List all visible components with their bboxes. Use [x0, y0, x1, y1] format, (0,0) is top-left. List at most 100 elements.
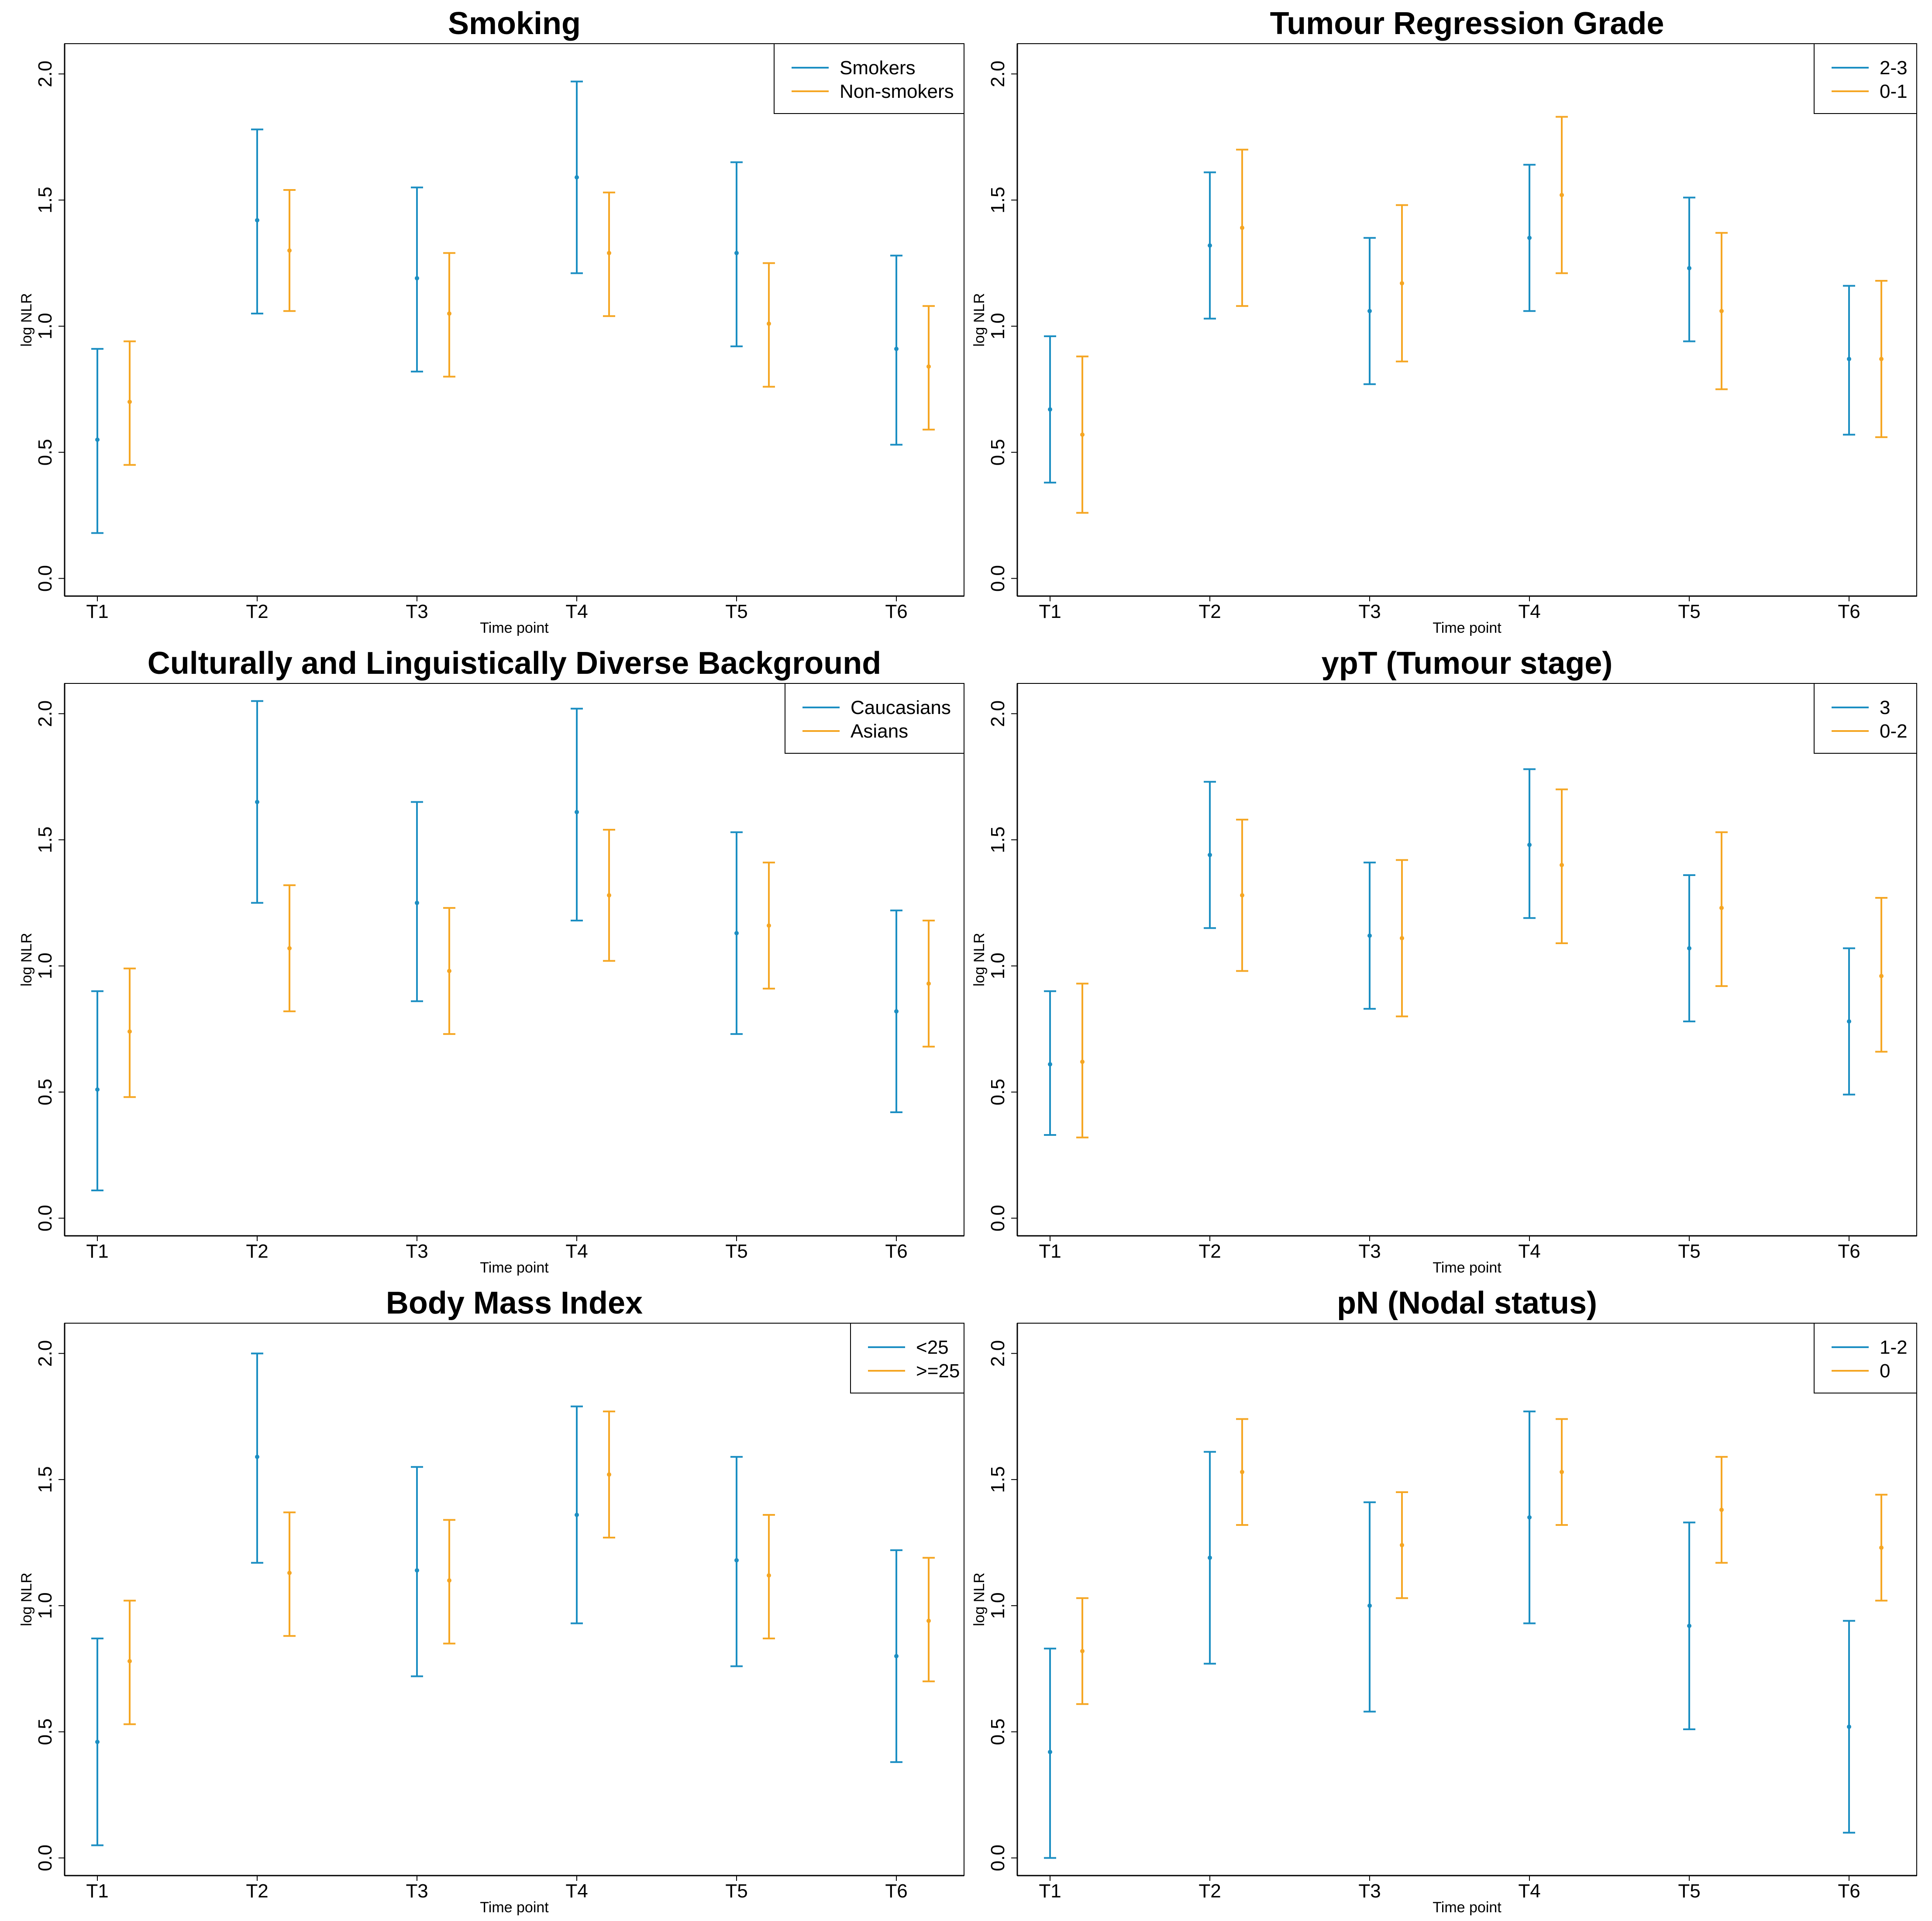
chart-panel-4: ypT (Tumour stage) 0.0 0.5 1.0 1.5 2.0 log NLR…: [971, 646, 1917, 1276]
mean-point: [95, 1087, 100, 1092]
mean-point: [447, 311, 451, 316]
y-tick-label: 1.0: [987, 952, 1009, 979]
x-tick-label: T1: [86, 1241, 108, 1262]
legend-box: [850, 1323, 964, 1393]
x-tick-label: T4: [1518, 601, 1540, 622]
x-tick-label: T2: [1198, 1241, 1221, 1262]
mean-point: [607, 1472, 611, 1477]
y-tick-label: 1.5: [34, 827, 56, 853]
legend-box: [785, 683, 964, 754]
x-tick-label: T5: [1678, 601, 1700, 622]
x-tick-label: T5: [725, 601, 747, 622]
mean-point: [447, 1578, 451, 1583]
mean-point: [1527, 1515, 1532, 1520]
y-tick-label: 0.5: [987, 1718, 1009, 1745]
y-axis-label: log NLR: [18, 293, 35, 347]
mean-point: [1208, 243, 1212, 248]
mean-point: [1719, 309, 1724, 314]
y-tick-label: 2.0: [34, 1340, 56, 1367]
y-axis-label: log NLR: [971, 293, 988, 347]
mean-point: [894, 1009, 899, 1014]
x-axis-label: Time point: [1433, 1899, 1502, 1916]
mean-point: [287, 946, 292, 951]
mean-point: [127, 400, 132, 404]
mean-point: [415, 900, 419, 905]
mean-point: [1879, 1545, 1884, 1550]
y-tick-label: 1.5: [34, 187, 56, 214]
x-tick-label: T4: [565, 1880, 588, 1902]
mean-point: [1208, 1555, 1212, 1560]
mean-point: [1367, 309, 1372, 314]
mean-point: [575, 1512, 579, 1517]
x-tick-label: T6: [885, 601, 907, 622]
mean-point: [607, 251, 611, 255]
x-tick-label: T6: [885, 1241, 907, 1262]
mean-point: [894, 346, 899, 351]
y-tick-label: 2.0: [987, 1340, 1009, 1367]
mean-point: [1560, 862, 1564, 867]
x-axis-label: Time point: [1433, 620, 1502, 636]
x-tick-label: T6: [885, 1880, 907, 1902]
mean-point: [1367, 933, 1372, 938]
x-tick-label: T3: [406, 601, 428, 622]
x-axis-label: Time point: [480, 1259, 549, 1276]
plot-frame: [1017, 1323, 1917, 1876]
mean-point: [1719, 1507, 1724, 1512]
mean-point: [1240, 1469, 1244, 1474]
x-tick-label: T4: [1518, 1880, 1540, 1902]
mean-point: [1400, 1543, 1404, 1548]
mean-point: [767, 923, 771, 928]
y-tick-label: 2.0: [34, 700, 56, 727]
y-axis-label: log NLR: [971, 1573, 988, 1626]
x-tick-label: T6: [1838, 1241, 1860, 1262]
mean-point: [1080, 1059, 1085, 1064]
x-tick-label: T1: [86, 601, 108, 622]
x-tick-label: T1: [86, 1880, 108, 1902]
mean-point: [1560, 1469, 1564, 1474]
chart-panel-6: pN (Nodal status) 0.0 0.5 1.0 1.5 2.0 log NLR T…: [971, 1286, 1917, 1916]
legend-label: Smokers: [840, 57, 916, 79]
mean-point: [734, 1558, 739, 1562]
y-tick-label: 1.5: [34, 1466, 56, 1493]
chart-panel-1: Smoking 0.0 0.5 1.0 1.5 2.0 log NLR T1 T2 T3 T4 T5 T…: [18, 6, 964, 636]
legend-box: [1814, 43, 1917, 114]
legend-label: 2-3: [1880, 57, 1908, 79]
mean-point: [734, 251, 739, 255]
x-tick-label: T5: [725, 1880, 747, 1902]
legend-label: 3: [1880, 697, 1890, 718]
y-tick-label: 1.0: [34, 952, 56, 979]
y-tick-label: 2.0: [987, 61, 1009, 87]
y-tick-label: 0.0: [34, 1845, 56, 1871]
mean-point: [1719, 906, 1724, 910]
legend-label: 0: [1880, 1360, 1890, 1382]
x-tick-label: T2: [1198, 1880, 1221, 1902]
x-tick-label: T4: [565, 1241, 588, 1262]
mean-point: [287, 248, 292, 253]
mean-point: [1240, 225, 1244, 230]
mean-point: [95, 1739, 100, 1744]
mean-point: [926, 364, 931, 369]
mean-point: [255, 218, 259, 223]
x-axis-label: Time point: [480, 1899, 549, 1916]
y-tick-label: 2.0: [987, 700, 1009, 727]
x-tick-label: T2: [1198, 601, 1221, 622]
y-tick-label: 0.5: [34, 1718, 56, 1745]
mean-point: [95, 437, 100, 442]
y-tick-label: 0.5: [987, 439, 1009, 466]
mean-point: [1687, 1624, 1691, 1628]
mean-point: [1048, 407, 1052, 412]
mean-point: [255, 800, 259, 804]
mean-point: [255, 1455, 259, 1459]
legend-label: Caucasians: [851, 697, 951, 718]
x-tick-label: T2: [246, 601, 268, 622]
mean-point: [1527, 842, 1532, 847]
mean-point: [1527, 235, 1532, 240]
y-tick-label: 1.0: [987, 1592, 1009, 1619]
x-tick-label: T6: [1838, 601, 1860, 622]
y-tick-label: 0.0: [34, 565, 56, 592]
plot-frame: [64, 683, 964, 1236]
legend-label: 0-2: [1880, 721, 1908, 742]
x-tick-label: T1: [1039, 1880, 1061, 1902]
mean-point: [1400, 936, 1404, 941]
